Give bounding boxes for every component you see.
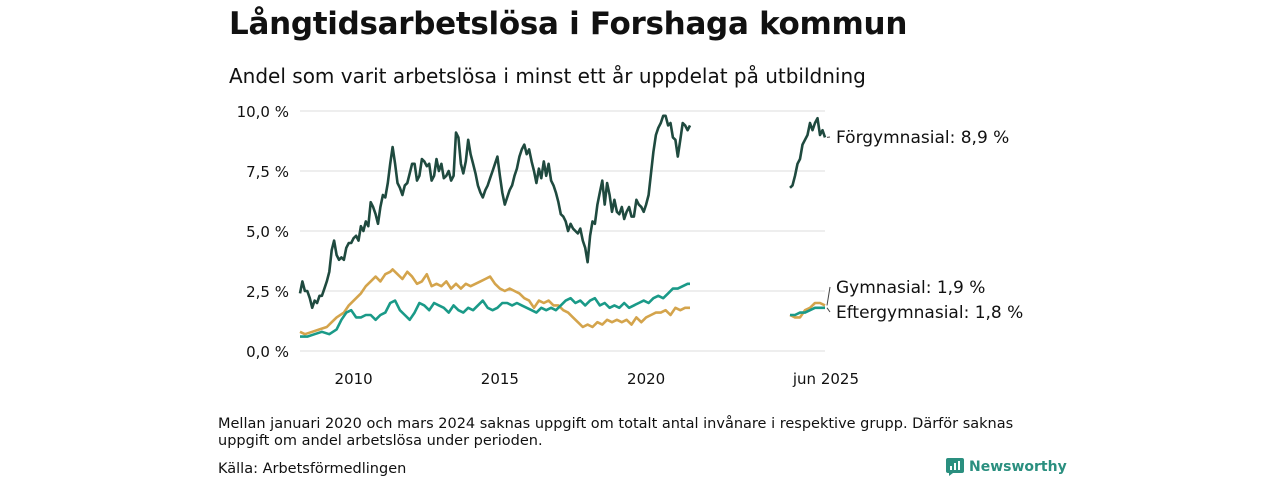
series-line <box>790 306 825 317</box>
x-tick-label: 2015 <box>481 370 519 388</box>
newsworthy-logo-icon <box>946 458 964 476</box>
footnote: Mellan januari 2020 och mars 2024 saknas… <box>218 416 1014 449</box>
chart-title: Långtidsarbetslösa i Forshaga kommun <box>229 6 908 42</box>
chart-subtitle: Andel som varit arbetslösa i minst ett å… <box>229 64 866 88</box>
y-tick-label: 10,0 % <box>237 103 289 121</box>
series-gymnasial <box>299 268 826 336</box>
y-tick-label: 7,5 % <box>246 163 289 181</box>
series-line <box>789 116 827 189</box>
y-tick-label: 2,5 % <box>246 283 289 301</box>
series-line <box>789 301 826 319</box>
x-tick-label: 2010 <box>335 370 373 388</box>
newsworthy-logo-text: Newsworthy <box>969 459 1067 475</box>
axis-layer: 0,0 % 2,5 % 5,0 % 7,5 % 10,0 % 2010 2015 2020 ju… <box>237 103 859 388</box>
grid-layer <box>300 110 825 352</box>
x-tick-label: 2020 <box>627 370 665 388</box>
newsworthy-logo[interactable]: Newsworthy <box>946 458 1067 476</box>
source-text: Källa: Arbetsförmedlingen <box>218 461 407 477</box>
series-line <box>299 268 690 336</box>
series-end-label: Eftergymnasial: 1,8 % <box>836 303 1023 323</box>
series-end-label: Gymnasial: 1,9 % <box>836 278 985 298</box>
label-leader-line <box>826 307 831 313</box>
y-tick-label: 5,0 % <box>246 223 289 241</box>
series-line <box>298 114 692 310</box>
series-layer <box>298 114 827 338</box>
end-label-layer: Förgymnasial: 8,9 % Gymnasial: 1,9 % Efter… <box>826 128 1023 323</box>
y-tick-label: 0,0 % <box>246 343 289 361</box>
series-line <box>300 282 690 338</box>
line-chart: 0,0 % 2,5 % 5,0 % 7,5 % 10,0 % 2010 2015 2020 ju… <box>237 103 1024 388</box>
series-förgymnasial <box>298 114 827 310</box>
series-end-label: Förgymnasial: 8,9 % <box>836 128 1009 148</box>
series-eftergymnasial <box>300 282 825 338</box>
label-leader-line <box>826 286 831 306</box>
x-tick-label: jun 2025 <box>792 370 859 388</box>
